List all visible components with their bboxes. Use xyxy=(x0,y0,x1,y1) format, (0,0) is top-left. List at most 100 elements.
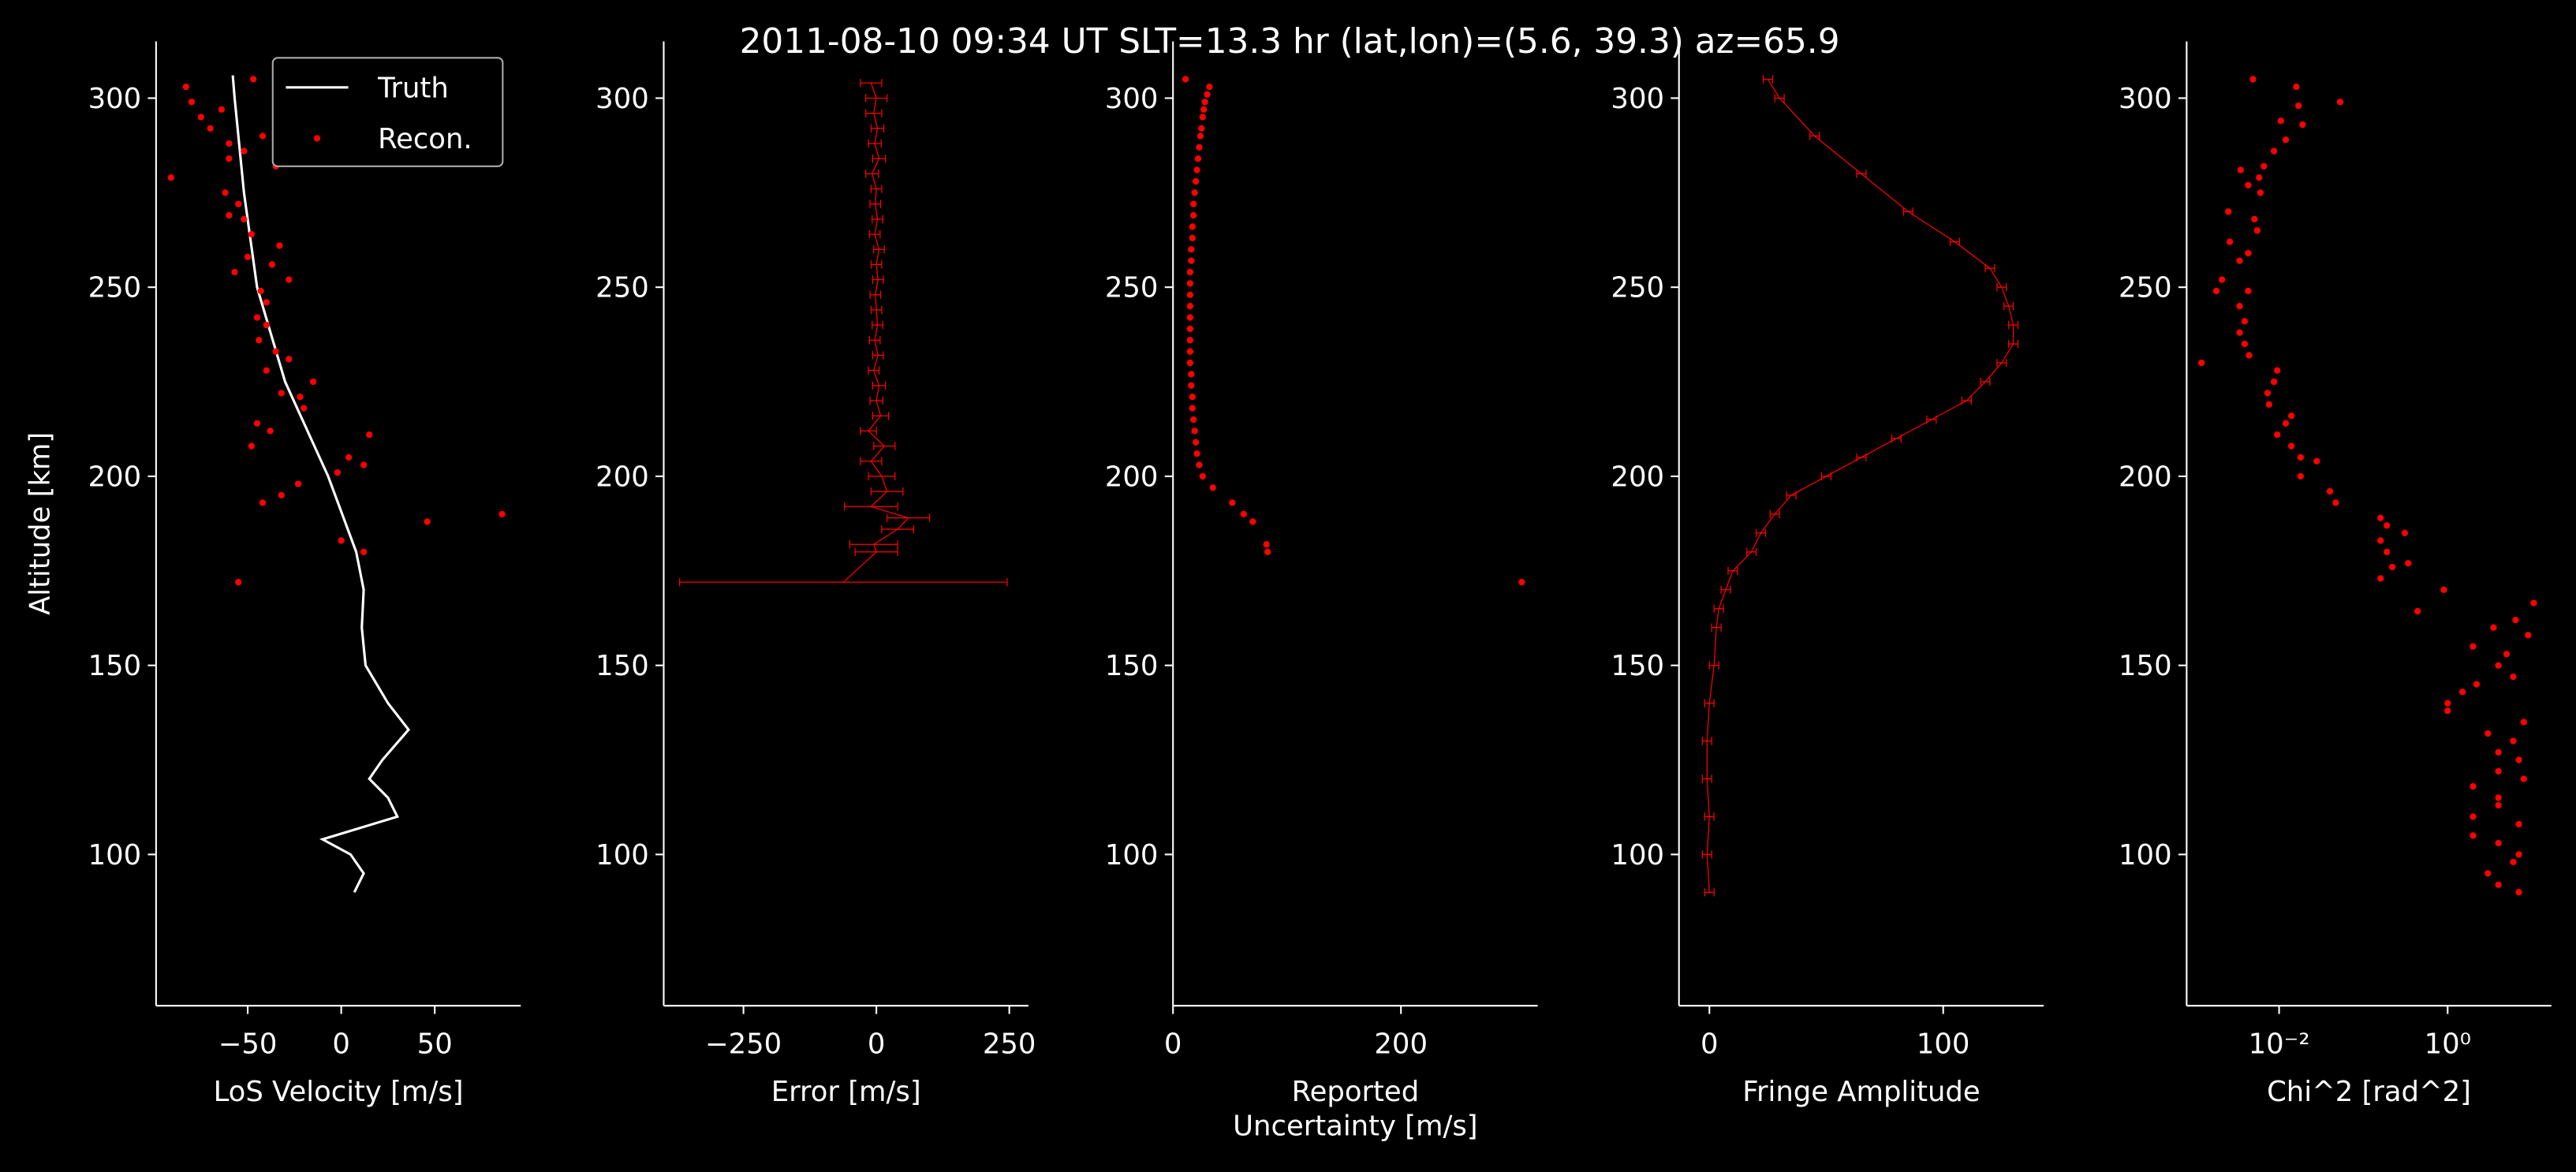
data-point xyxy=(1264,548,1271,555)
data-point xyxy=(334,468,342,476)
figure-title: 2011-08-10 09:34 UT SLT=13.3 hr (lat,lon… xyxy=(740,21,1840,62)
data-point xyxy=(2246,352,2253,359)
y-tick-label: 200 xyxy=(1105,461,1159,493)
data-point xyxy=(1186,337,1194,344)
error-bar xyxy=(1856,453,1867,462)
x-tick-label: 0 xyxy=(332,1028,350,1061)
data-point xyxy=(2245,181,2252,188)
data-point xyxy=(2515,756,2522,763)
data-point xyxy=(2297,453,2305,461)
x-axis-label: LoS Velocity [m/s] xyxy=(214,1076,464,1108)
data-point xyxy=(2241,340,2249,348)
data-point xyxy=(2490,624,2497,631)
y-axis-label: Altitude [km] xyxy=(24,432,56,615)
data-point xyxy=(1188,371,1195,378)
data-point xyxy=(241,147,248,155)
x-axis-label: Chi^2 [rad^2] xyxy=(2267,1076,2471,1108)
data-point xyxy=(2237,166,2245,174)
data-point xyxy=(2326,487,2334,495)
data-point xyxy=(182,83,189,91)
data-point xyxy=(1191,427,1198,435)
error-bar xyxy=(1701,774,1712,783)
data-point xyxy=(1199,472,1206,480)
error-bar xyxy=(872,154,887,163)
y-tick-label: 150 xyxy=(1611,650,1664,682)
error-bar xyxy=(872,215,883,224)
error-bar xyxy=(870,260,883,269)
error-bar xyxy=(865,170,879,178)
data-point xyxy=(1186,314,1194,321)
y-tick-label: 250 xyxy=(88,272,142,304)
data-point xyxy=(1189,234,1196,242)
data-point xyxy=(257,287,264,295)
data-point xyxy=(498,510,506,518)
x-tick-label: 10⁻² xyxy=(2249,1028,2310,1061)
error-bar xyxy=(1755,528,1767,538)
data-point xyxy=(1186,348,1194,355)
error-bar xyxy=(860,79,883,88)
data-point xyxy=(2525,632,2532,639)
error-bar xyxy=(881,524,914,534)
data-point xyxy=(241,215,248,223)
error-bar xyxy=(860,427,877,435)
data-point xyxy=(2458,689,2466,696)
data-point xyxy=(2473,681,2481,688)
error-bar xyxy=(872,275,884,284)
y-tick-label: 300 xyxy=(1611,83,1664,115)
data-point xyxy=(2236,257,2243,264)
legend-label: Recon. xyxy=(378,123,472,155)
data-point xyxy=(2510,858,2517,866)
data-point xyxy=(263,299,270,306)
y-tick-label: 200 xyxy=(1611,461,1664,493)
data-point xyxy=(345,453,353,461)
x-tick-label: 0 xyxy=(1701,1028,1719,1061)
data-point xyxy=(2405,560,2412,567)
data-point xyxy=(2245,287,2252,295)
data-point xyxy=(1263,541,1270,548)
error-bar xyxy=(1711,623,1722,632)
data-point xyxy=(244,253,252,260)
data-point xyxy=(2495,881,2502,888)
data-point xyxy=(2256,174,2263,181)
data-point xyxy=(2212,287,2220,295)
data-point xyxy=(2241,318,2249,325)
data-point xyxy=(226,211,233,219)
data-point xyxy=(2270,378,2278,386)
error-bar xyxy=(869,396,883,405)
y-tick-label: 150 xyxy=(595,650,649,682)
data-point xyxy=(231,268,238,276)
data-point xyxy=(248,442,255,450)
data-point xyxy=(250,76,257,83)
y-tick-label: 300 xyxy=(1105,83,1159,115)
data-point xyxy=(1200,106,1208,113)
data-point xyxy=(253,314,261,321)
x-tick-label: 200 xyxy=(1374,1028,1428,1061)
error-bar xyxy=(1708,661,1719,670)
data-point xyxy=(2265,401,2272,408)
error-bar xyxy=(1701,850,1712,859)
data-point xyxy=(2495,748,2502,756)
data-point xyxy=(1186,359,1194,367)
error-bar xyxy=(860,457,883,465)
data-point xyxy=(2226,238,2234,245)
data-point xyxy=(2515,820,2522,828)
error-bar xyxy=(1926,415,1937,424)
data-point xyxy=(2377,514,2384,521)
data-point xyxy=(1190,211,1197,219)
data-point xyxy=(2282,420,2290,427)
data-point xyxy=(1201,99,1208,106)
error-bar xyxy=(1701,737,1712,745)
error-bar xyxy=(1704,699,1715,707)
data-point xyxy=(1192,177,1200,185)
data-point xyxy=(2249,76,2257,83)
data-point xyxy=(297,394,304,401)
data-point xyxy=(2274,367,2281,374)
error-bar xyxy=(1902,207,1913,216)
y-tick-label: 150 xyxy=(88,650,142,682)
x-tick-label: −50 xyxy=(218,1028,278,1061)
x-tick-label: 100 xyxy=(1917,1028,1970,1061)
data-point xyxy=(1190,416,1197,424)
error-bar xyxy=(1820,472,1832,481)
data-point xyxy=(2444,700,2451,707)
error-bar xyxy=(1720,585,1731,594)
